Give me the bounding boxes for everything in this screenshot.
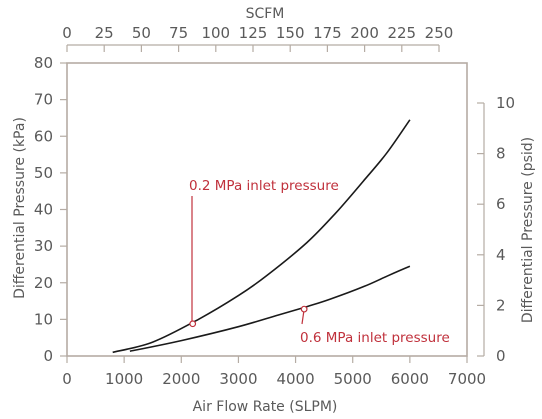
y-tick-label: 60 xyxy=(34,127,53,145)
annotation-label-1: 0.2 MPa inlet pressure xyxy=(189,178,339,194)
x2-tick-label: 125 xyxy=(239,24,268,42)
x-axis-title: Air Flow Rate (SLPM) xyxy=(193,399,338,415)
x2-tick-label: 175 xyxy=(313,24,342,42)
y-axis-title: Differential Pressure (kPa) xyxy=(12,117,28,299)
x2-tick-label: 50 xyxy=(132,24,151,42)
ticks: 0 1000 2000 3000 4000 5000 6000 700001020304050… xyxy=(34,24,515,388)
x2-tick-label: 25 xyxy=(95,24,114,42)
series-layer xyxy=(112,119,411,354)
x2-axis-title: SCFM xyxy=(246,6,285,22)
y-tick-label: 80 xyxy=(34,54,53,72)
y-tick-label: 10 xyxy=(34,310,53,328)
y2-tick-label: 2 xyxy=(496,296,506,314)
y2-tick-label: 6 xyxy=(496,195,506,213)
x-tick-label: 6000 xyxy=(391,370,429,388)
y2-tick-label: 4 xyxy=(496,246,506,264)
y-tick-label: 40 xyxy=(34,201,53,219)
x2-tick-label: 0 xyxy=(62,24,72,42)
annotations: 0.2 MPa inlet pressure 0.6 MPa inlet pres… xyxy=(189,178,450,346)
y-tick-label: 70 xyxy=(34,91,53,109)
x2-tick-label: 75 xyxy=(169,24,188,42)
x-tick-label: 2000 xyxy=(162,370,200,388)
axes xyxy=(66,44,485,357)
y-tick-label: 0 xyxy=(43,347,53,365)
series-line-2 xyxy=(129,265,411,352)
x-tick-label: 5000 xyxy=(334,370,372,388)
x-tick-label: 1000 xyxy=(105,370,143,388)
x-tick-label: 7000 xyxy=(448,370,486,388)
y2-tick-label: 0 xyxy=(496,347,506,365)
y2-axis-title: Differential Pressure (psid) xyxy=(520,137,536,323)
x-tick-label: 0 xyxy=(62,370,72,388)
annotation-marker-2 xyxy=(300,305,308,313)
x2-tick-label: 250 xyxy=(425,24,454,42)
y-tick-label: 50 xyxy=(34,164,53,182)
y2-tick-label: 10 xyxy=(496,94,515,112)
annotation-marker-1 xyxy=(189,320,197,328)
x-tick-label: 3000 xyxy=(219,370,257,388)
x2-tick-label: 225 xyxy=(387,24,416,42)
y-tick-label: 30 xyxy=(34,237,53,255)
y-tick-label: 20 xyxy=(34,274,53,292)
series-line-1 xyxy=(112,119,411,354)
x2-tick-label: 100 xyxy=(201,24,230,42)
annotation-label-2: 0.6 MPa inlet pressure xyxy=(300,330,450,346)
x2-tick-label: 200 xyxy=(350,24,379,42)
plot-frame xyxy=(66,62,468,357)
y2-tick-label: 8 xyxy=(496,145,506,163)
x-tick-label: 4000 xyxy=(276,370,314,388)
x2-tick-label: 150 xyxy=(276,24,305,42)
